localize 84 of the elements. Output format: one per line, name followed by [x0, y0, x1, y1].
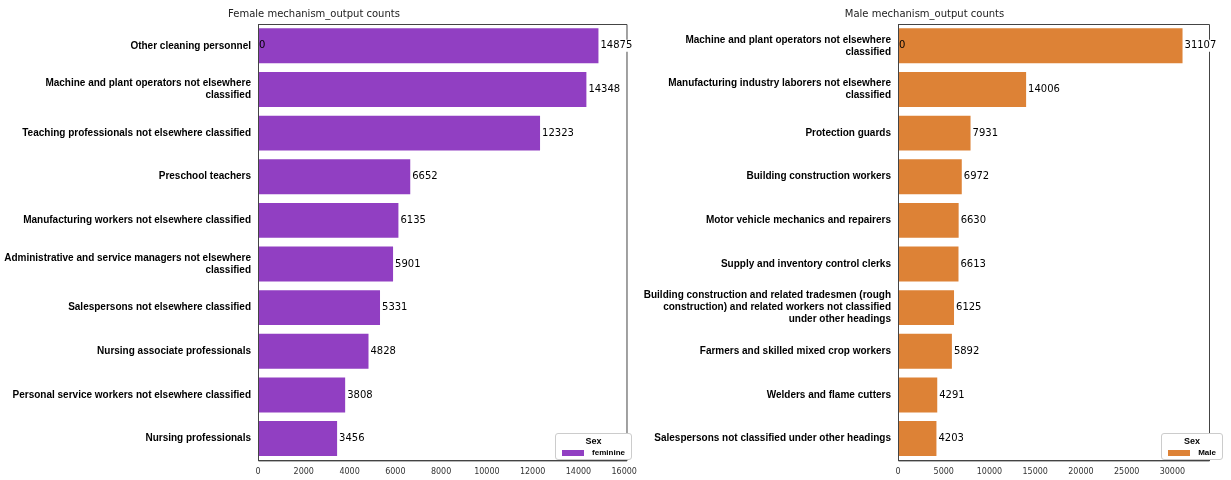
data-label: 6125 — [956, 301, 982, 313]
data-label: 5331 — [382, 301, 408, 313]
y-tick-label: Building construction and related tradesmen (rough construction) and related workers not classified under other headings — [643, 289, 892, 325]
y-tick-label: Other cleaning personnel — [130, 39, 252, 51]
y-tick-label: Motor vehicle mechanics and repairers — [705, 214, 892, 226]
x-tick-label: 5000 — [933, 467, 954, 477]
x-tick-label: 12000 — [519, 467, 546, 477]
data-label: 5892 — [953, 344, 980, 356]
data-label: 3456 — [339, 432, 365, 444]
x-tick-label: 8000 — [430, 467, 452, 477]
y-tick-label: Building construction workers — [746, 170, 892, 182]
bar — [258, 246, 394, 282]
bar — [258, 421, 338, 457]
y-tick-label: Preschool teachers — [158, 170, 252, 182]
bar — [898, 115, 971, 151]
bar — [898, 377, 938, 413]
data-label: 4828 — [370, 344, 396, 356]
legend-label: Male — [1198, 448, 1216, 457]
bar — [258, 290, 381, 326]
annotation: 0 — [899, 39, 906, 51]
legend-title: Sex — [584, 436, 603, 446]
x-tick-label: 2000 — [293, 467, 314, 477]
bar — [898, 72, 1027, 107]
bar — [258, 159, 411, 195]
data-label: 7931 — [972, 126, 998, 138]
bar — [898, 159, 962, 195]
x-tick-label: 16000 — [611, 467, 637, 477]
y-tick-label: Protection guards — [805, 126, 892, 138]
bar — [898, 246, 959, 282]
data-label: 4203 — [938, 432, 964, 444]
bar — [898, 28, 1183, 64]
bar — [258, 28, 599, 64]
bar — [898, 290, 955, 326]
y-tick-label: Machine and plant operators not elsewhere classified — [45, 77, 252, 101]
chart-title: Female mechanism_output counts — [228, 7, 400, 20]
x-tick-label: 4000 — [339, 467, 360, 477]
y-tick-label: Personal service workers not elsewhere classified — [12, 388, 251, 400]
y-tick-label: Supply and inventory control clerks — [720, 257, 892, 269]
data-label: 31107 — [1184, 39, 1217, 51]
y-tick-label: Manufacturing workers not elsewhere classified — [23, 214, 251, 226]
x-tick-label: 0 — [255, 467, 261, 477]
x-tick-label: 25000 — [1113, 467, 1140, 477]
y-tick-label: Farmers and skilled mixed crop workers — [699, 345, 892, 357]
data-label: 3808 — [347, 388, 373, 400]
bar — [898, 202, 959, 238]
x-tick-label: 20000 — [1068, 467, 1094, 477]
data-label: 6135 — [400, 213, 426, 225]
y-tick-label: Manufacturing industry laborers not elsewhere classified — [668, 77, 892, 101]
data-label: 14006 — [1028, 83, 1060, 95]
y-tick-label: Machine and plant operators not elsewhere classified — [685, 33, 892, 57]
y-tick-label: Teaching professionals not elsewhere classified — [22, 126, 251, 138]
x-tick-label: 10000 — [474, 467, 500, 477]
y-tick-label: Nursing professionals — [145, 432, 252, 444]
data-label: 6652 — [412, 170, 438, 182]
data-label: 4291 — [939, 388, 965, 400]
data-label: 6613 — [960, 257, 986, 269]
data-label: 14348 — [588, 83, 621, 95]
y-tick-label: Salespersons not elsewhere classified — [68, 301, 251, 313]
x-tick-label: 6000 — [385, 467, 406, 477]
data-label: 5901 — [395, 257, 421, 269]
bar — [258, 202, 399, 238]
y-tick-label: Administrative and service managers not elsewhere classified — [4, 251, 252, 275]
legend-label: feminine — [592, 448, 625, 457]
legend-title: Sex — [1183, 436, 1202, 446]
x-tick-label: 15000 — [1022, 467, 1048, 477]
annotation: 0 — [259, 39, 266, 51]
chart-title: Male mechanism_output counts — [844, 7, 1005, 20]
bar — [258, 333, 369, 369]
data-label: 14875 — [600, 39, 633, 51]
y-tick-label: Salespersons not classified under other headings — [654, 432, 892, 444]
data-label: 12323 — [542, 126, 574, 138]
data-label: 6630 — [960, 213, 987, 225]
x-tick-label: 10000 — [976, 467, 1003, 477]
y-tick-label: Nursing associate professionals — [97, 345, 252, 357]
x-tick-label: 14000 — [565, 467, 592, 477]
bar — [258, 377, 346, 413]
bar — [258, 115, 541, 151]
x-tick-label: 0 — [895, 467, 901, 477]
data-label: 6972 — [963, 170, 990, 182]
x-tick-label: 30000 — [1159, 467, 1186, 477]
bar — [898, 333, 952, 369]
y-tick-label: Welders and flame cutters — [766, 388, 892, 400]
bar — [898, 421, 937, 457]
bar — [258, 72, 587, 107]
